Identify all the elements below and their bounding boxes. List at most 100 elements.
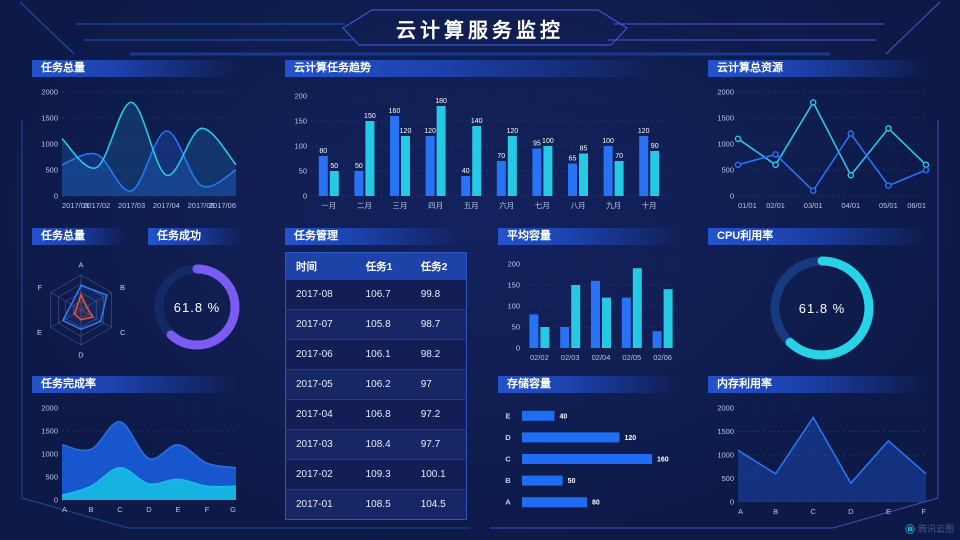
- panel-task-management: 任务管理 时间 任务1 任务2 2017-08 106.7 99.8 2017-07 105.…: [285, 228, 467, 520]
- table-row: 2017-06 106.1 98.2: [285, 339, 467, 370]
- svg-text:2017/02: 2017/02: [83, 201, 110, 210]
- panel-title-cpu-utilization: CPU利用率: [708, 228, 936, 245]
- svg-text:E: E: [37, 328, 42, 337]
- svg-text:C: C: [505, 455, 511, 464]
- svg-text:80: 80: [319, 148, 327, 155]
- svg-text:F: F: [37, 283, 42, 292]
- task-total-line-chart: 0 500 1000 1500 2000 2017/01 2017/02 2017/03 201…: [32, 82, 246, 212]
- svg-text:A: A: [505, 498, 511, 507]
- svg-text:100: 100: [507, 302, 520, 311]
- svg-text:50: 50: [330, 163, 338, 170]
- svg-text:2017/04: 2017/04: [153, 201, 180, 210]
- table-cell: 104.5: [410, 489, 467, 520]
- table-cell: 105.8: [355, 309, 411, 340]
- svg-text:100: 100: [542, 138, 554, 145]
- svg-text:100: 100: [294, 142, 307, 151]
- svg-text:七月: 七月: [535, 201, 550, 210]
- table-cell: 109.3: [355, 459, 411, 490]
- table-cell: 106.2: [355, 369, 411, 400]
- task-success-donut-value: 61.8 %: [173, 299, 221, 315]
- table-cell: 2017-04: [285, 399, 356, 430]
- svg-text:E: E: [886, 507, 891, 516]
- table-cell: 108.4: [355, 429, 411, 460]
- svg-text:85: 85: [580, 146, 588, 153]
- svg-text:B: B: [88, 505, 93, 514]
- svg-text:三月: 三月: [393, 201, 408, 210]
- svg-text:70: 70: [497, 153, 505, 160]
- cloud-task-trend-chart: 0 50 100 150 200 一月 80 50 二月 50 150 三月 160 120 四月 120 18…: [285, 82, 675, 212]
- svg-text:0: 0: [54, 496, 58, 505]
- table-cell: 2017-07: [285, 309, 356, 340]
- svg-text:C: C: [117, 505, 123, 514]
- table-row: 2017-02 109.3 100.1: [285, 459, 467, 490]
- panel-task-completion-rate: 任务完成率 0 500 1000 1500 2000 A B C D E F G: [32, 376, 246, 518]
- cpu-utilization-donut-value: 61.8 %: [798, 300, 846, 316]
- svg-text:2000: 2000: [717, 88, 734, 97]
- svg-text:1500: 1500: [41, 427, 58, 436]
- panel-title-task-total-radar: 任务总量: [32, 228, 130, 245]
- svg-text:二月: 二月: [357, 201, 372, 210]
- panel-cpu-utilization: CPU利用率 61.8 %: [708, 228, 936, 368]
- svg-text:40: 40: [560, 413, 568, 420]
- svg-text:120: 120: [424, 128, 436, 135]
- svg-text:500: 500: [721, 166, 734, 175]
- panel-title-storage-capacity: 存储容量: [498, 376, 686, 393]
- svg-text:1500: 1500: [717, 114, 734, 123]
- svg-text:02/03: 02/03: [561, 353, 580, 362]
- svg-text:80: 80: [592, 500, 600, 507]
- panel-cloud-total-resources: 云计算总资源 0 500 1000 1500 2000 01/01 02/01 03/01 04…: [708, 60, 936, 214]
- svg-text:150: 150: [364, 113, 376, 120]
- svg-text:100: 100: [602, 138, 614, 145]
- svg-text:2000: 2000: [41, 88, 58, 97]
- svg-text:1500: 1500: [41, 114, 58, 123]
- table-cell: 2017-02: [285, 459, 356, 490]
- panel-title-task-total-line: 任务总量: [32, 60, 246, 77]
- svg-text:1000: 1000: [41, 140, 58, 149]
- svg-text:200: 200: [507, 260, 520, 269]
- svg-text:02/04: 02/04: [592, 353, 611, 362]
- svg-text:D: D: [146, 505, 152, 514]
- svg-text:40: 40: [462, 168, 470, 175]
- svg-text:70: 70: [615, 153, 623, 160]
- panel-title-cloud-total-resources: 云计算总资源: [708, 60, 936, 77]
- svg-text:C: C: [810, 507, 816, 516]
- svg-text:A: A: [62, 505, 67, 514]
- svg-text:0: 0: [516, 344, 520, 353]
- panel-title-task-management: 任务管理: [285, 228, 467, 245]
- svg-text:2000: 2000: [717, 404, 734, 413]
- svg-text:2000: 2000: [41, 404, 58, 413]
- table-cell: 2017-03: [285, 429, 356, 460]
- table-cell: 2017-06: [285, 339, 356, 370]
- svg-text:D: D: [848, 507, 854, 516]
- panel-title-memory-utilization: 内存利用率: [708, 376, 936, 393]
- svg-text:02/02: 02/02: [530, 353, 549, 362]
- table-row: 2017-01 108.5 104.5: [285, 489, 467, 520]
- svg-text:02/01: 02/01: [766, 201, 785, 210]
- svg-text:C: C: [120, 328, 126, 337]
- table-header-cell: 任务2: [410, 252, 467, 280]
- svg-text:九月: 九月: [606, 201, 621, 210]
- svg-text:500: 500: [721, 474, 734, 483]
- task-management-table: 时间 任务1 任务2 2017-08 106.7 99.8 2017-07 105.8 98.7…: [285, 252, 467, 520]
- svg-text:02/05: 02/05: [622, 353, 641, 362]
- svg-text:F: F: [921, 507, 926, 516]
- task-total-radar-chart: A B C D E F: [32, 250, 130, 364]
- svg-text:160: 160: [657, 457, 669, 464]
- table-cell: 106.8: [355, 399, 411, 430]
- table-row: 2017-07 105.8 98.7: [285, 309, 467, 340]
- svg-text:B: B: [505, 476, 511, 485]
- panel-title-cloud-task-trend: 云计算任务趋势: [285, 60, 675, 77]
- svg-text:F: F: [205, 505, 210, 514]
- task-table: 时间 任务1 任务2 2017-08 106.7 99.8 2017-07 105.8 98.7…: [285, 252, 467, 520]
- svg-text:150: 150: [294, 117, 307, 126]
- table-row: 2017-05 106.2 97: [285, 369, 467, 400]
- svg-text:2017/03: 2017/03: [118, 201, 145, 210]
- panel-title-task-completion-rate: 任务完成率: [32, 376, 246, 393]
- svg-text:1000: 1000: [41, 450, 58, 459]
- svg-text:180: 180: [435, 98, 447, 105]
- svg-text:50: 50: [355, 163, 363, 170]
- svg-text:500: 500: [45, 473, 58, 482]
- svg-text:04/01: 04/01: [841, 201, 860, 210]
- svg-text:八月: 八月: [571, 201, 586, 210]
- svg-text:十月: 十月: [642, 200, 657, 210]
